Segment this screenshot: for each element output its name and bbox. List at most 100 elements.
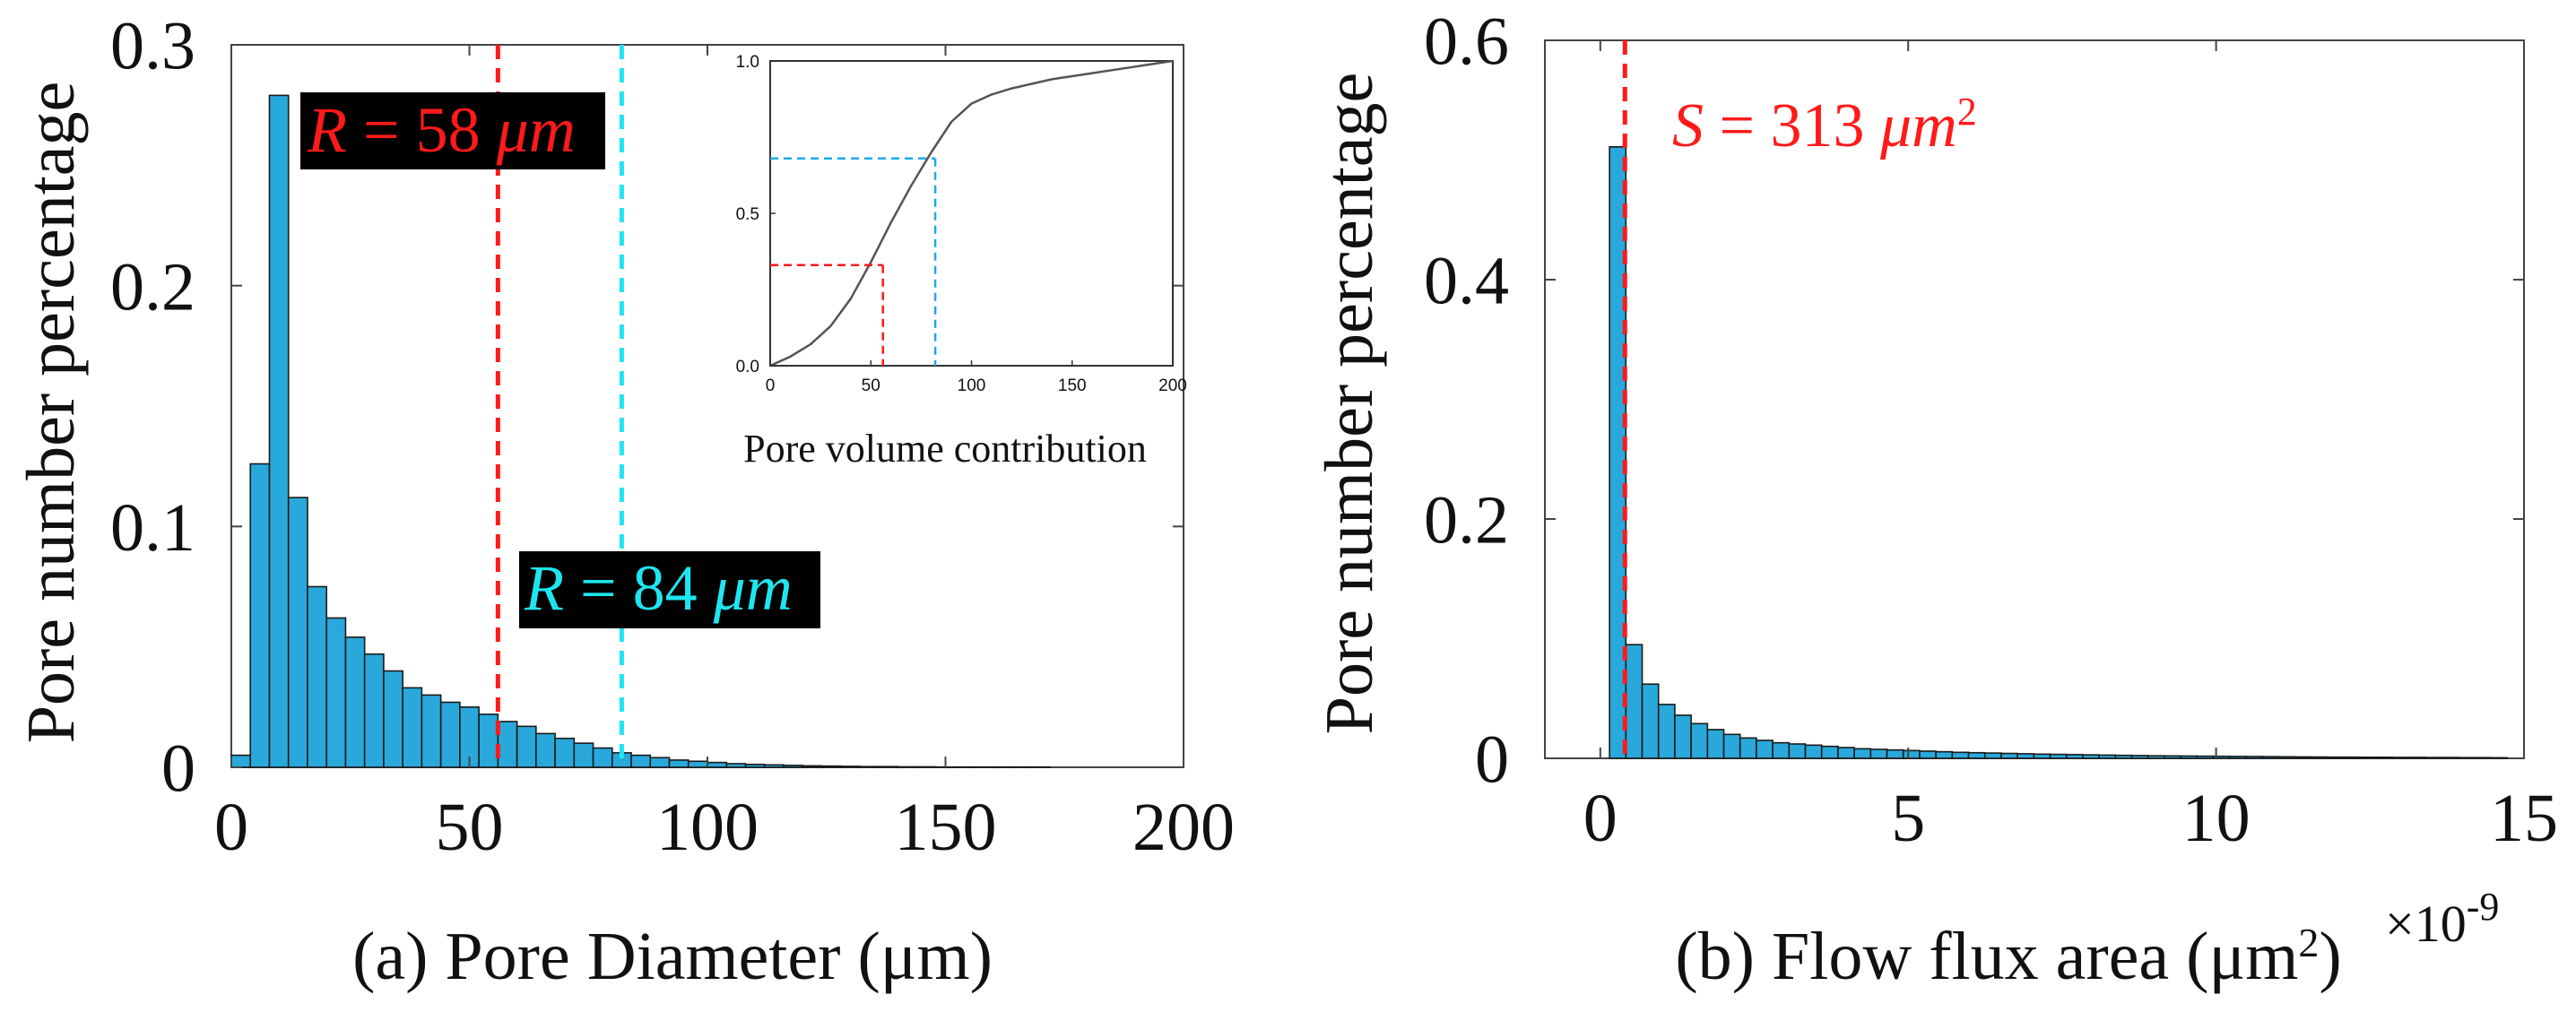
histogram-bar	[630, 754, 652, 768]
red-annotation-text: R = 58 μm	[307, 94, 576, 166]
histogram-bar	[1625, 644, 1644, 759]
inset-plot: 0 50 100 150 200 0.0 0.5 1.0	[736, 53, 1187, 395]
inset-title: Pore volume contribution	[743, 427, 1147, 471]
histogram-bar	[2130, 755, 2149, 759]
panel-a-red-annotation: R = 58 μm	[300, 92, 605, 169]
histogram-bar	[878, 765, 899, 768]
histogram-bar	[820, 765, 842, 768]
panel-a-ylabel: Pore number percentage	[13, 82, 89, 744]
y-tick-label: 0.1	[110, 490, 195, 566]
y-tick-label: 0.4	[1424, 244, 1509, 319]
x-tick-label: 150	[895, 790, 997, 865]
histogram-bar	[1722, 733, 1741, 759]
histogram-bar	[307, 585, 327, 768]
histogram-bar	[2147, 755, 2165, 759]
histogram-bar	[707, 761, 728, 768]
histogram-bar	[439, 701, 461, 768]
histogram-bar	[839, 765, 861, 768]
histogram-bar	[1756, 740, 1774, 759]
y-tick-label: 0	[1475, 722, 1509, 798]
histogram-bar	[2490, 757, 2508, 759]
panel-a-bars	[230, 94, 1052, 768]
histogram-bar	[2033, 753, 2051, 759]
histogram-bar	[897, 765, 918, 768]
y-tick-label: 0.2	[110, 249, 195, 324]
histogram-bar	[725, 763, 747, 768]
y-tick-label: 0.3	[110, 9, 195, 84]
histogram-bar	[2065, 754, 2084, 759]
histogram-bar	[2327, 756, 2345, 759]
histogram-bar	[1951, 751, 1970, 759]
histogram-bar	[687, 760, 708, 768]
histogram-bar	[554, 737, 576, 768]
cumulative-curve	[769, 59, 1174, 368]
panel-a-inset: 0 50 100 150 200 0.0 0.5 1.0 Pore volume contri…	[736, 53, 1187, 471]
x-tick-label: 5	[1891, 781, 1925, 856]
histogram-bar	[421, 694, 442, 768]
histogram-bar	[1657, 704, 1676, 759]
histogram-bar	[268, 94, 290, 768]
histogram-bar	[516, 725, 537, 768]
histogram-bar	[1772, 741, 1791, 759]
histogram-bar	[1690, 722, 1709, 759]
panel-b-exponent-label: ×10-9	[2385, 885, 2499, 954]
histogram-bar	[402, 687, 423, 768]
histogram-bar	[2196, 755, 2215, 759]
histogram-bar	[2441, 757, 2459, 759]
histogram-bar	[1641, 683, 1660, 759]
histogram-bar	[1609, 146, 1627, 759]
histogram-bar	[2180, 755, 2199, 759]
histogram-bar	[2082, 754, 2100, 759]
panel-a-cyan-annotation: R = 84 μm	[519, 551, 820, 628]
histogram-bar	[573, 742, 594, 768]
red-annotation-bg	[300, 92, 605, 169]
x-tick-label: 10	[2182, 781, 2251, 856]
panel-a-ticks: 0 50 100 150 200 0 0.1 0.2 0.3	[110, 9, 1235, 865]
panel-a-histogram: 0 50 100 150 200 0 0.1 0.2 0.3 Pore number perce…	[13, 9, 1235, 994]
panel-b-bars	[1609, 146, 2508, 759]
inset-y-tick-label: 0.5	[736, 205, 759, 224]
histogram-bar	[1674, 714, 1692, 759]
x-tick-label: 15	[2490, 781, 2558, 856]
histogram-bar	[1804, 744, 1823, 759]
panel-b-red-annotation: S = 313 μm2	[1672, 90, 1977, 161]
cyan-annotation-bg	[519, 551, 820, 628]
histogram-bar	[2245, 756, 2263, 759]
histogram-bar	[2310, 756, 2329, 759]
histogram-bar	[2343, 756, 2362, 759]
histogram-bar	[1837, 747, 1855, 759]
histogram-bar	[1967, 751, 1986, 759]
inset-y-tick-label: 0.0	[736, 358, 759, 376]
histogram-bar	[383, 670, 403, 768]
histogram-bar	[249, 463, 271, 768]
histogram-bar	[1706, 729, 1725, 759]
histogram-bar	[783, 765, 804, 768]
histogram-bar	[1919, 750, 1937, 759]
histogram-bar	[649, 757, 671, 768]
histogram-bar	[763, 764, 785, 768]
histogram-bar	[2359, 756, 2378, 759]
histogram-bar	[1788, 743, 1807, 759]
histogram-bar	[287, 497, 308, 768]
histogram-bar	[2228, 756, 2247, 759]
x-tick-label: 50	[436, 790, 504, 865]
x-tick-label: 0	[1583, 781, 1618, 856]
histogram-bar	[478, 714, 499, 768]
histogram-bar	[535, 732, 556, 768]
x-tick-label: 0	[214, 790, 248, 865]
histogram-bar	[2261, 756, 2280, 759]
inset-x-tick-label: 0	[766, 376, 776, 395]
inset-x-tick-label: 100	[958, 376, 986, 395]
histogram-bar	[1853, 748, 1872, 759]
histogram-bar	[802, 765, 823, 768]
histogram-bar	[2277, 756, 2296, 759]
panel-a-xlabel: (a) Pore Diameter (μm)	[352, 919, 993, 994]
x-tick-label: 200	[1132, 790, 1235, 865]
histogram-bar	[2408, 757, 2426, 759]
histogram-bar	[325, 617, 347, 768]
histogram-bar	[344, 636, 366, 768]
histogram-bar	[2114, 754, 2133, 759]
histogram-bar	[859, 765, 880, 768]
histogram-bar	[668, 759, 690, 768]
